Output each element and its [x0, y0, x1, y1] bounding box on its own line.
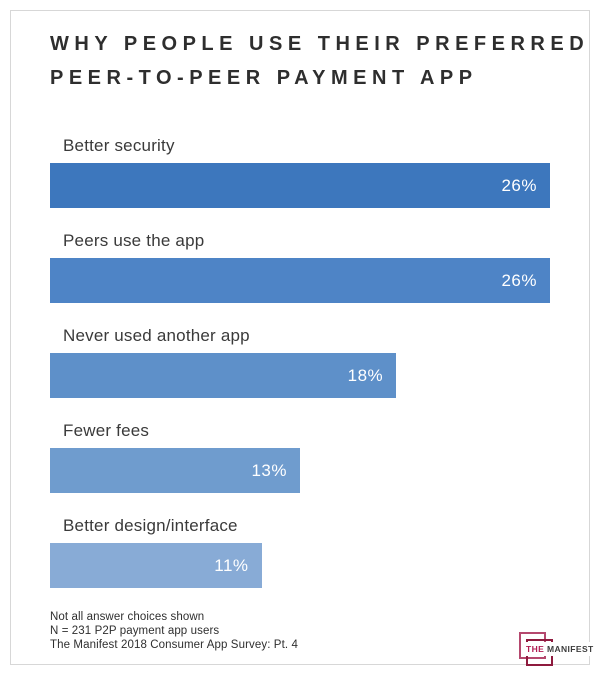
bar-rows: Better security 26% Peers use the app 26…: [50, 135, 550, 588]
chart-title: WHY PEOPLE USE THEIR PREFERRED PEER-TO-P…: [50, 27, 589, 95]
bar-value-label: 18%: [347, 365, 384, 385]
bar-value-label: 11%: [214, 555, 249, 575]
bar: 26%: [50, 258, 550, 303]
bar: 18%: [50, 353, 397, 398]
bar-chart: Better security 26% Peers use the app 26…: [50, 135, 550, 610]
logo-word-manifest: MANIFEST: [546, 644, 594, 654]
chart-row: Better security 26%: [50, 135, 550, 208]
chart-title-line1: WHY PEOPLE USE THEIR PREFERRED: [50, 33, 590, 55]
bar-category-label: Better design/interface: [63, 516, 238, 535]
bar-value-label: 26%: [501, 175, 537, 195]
footnote-source: The Manifest 2018 Consumer App Survey: P…: [50, 638, 298, 651]
chart-title-line2: PEER-TO-PEER PAYMENT APP: [50, 67, 478, 89]
bar-category-label: Fewer fees: [63, 421, 150, 440]
bar: 26%: [50, 163, 550, 208]
footnotes: Not all answer choices shown N = 231 P2P…: [50, 611, 298, 652]
footnote-answer-choices: Not all answer choices shown: [50, 611, 205, 623]
chart-row: Better design/interface 11%: [50, 515, 550, 588]
manifest-logo: THE MANIFEST: [516, 629, 596, 669]
bar: 13%: [50, 448, 300, 493]
logo-text: THE MANIFEST: [523, 642, 596, 656]
chart-row: Peers use the app 26%: [50, 230, 550, 303]
logo-word-the: THE: [526, 644, 545, 654]
footnote-sample-size: N = 231 P2P payment app users: [50, 624, 220, 637]
bar: 11%: [50, 543, 262, 588]
bar-value-label: 26%: [501, 270, 537, 290]
bar-category-label: Peers use the app: [63, 231, 205, 250]
chart-row: Fewer fees 13%: [50, 420, 550, 493]
bar-category-label: Better security: [63, 136, 175, 155]
chart-row: Never used another app 18%: [50, 325, 550, 398]
bar-category-label: Never used another app: [63, 326, 250, 345]
bar-value-label: 13%: [251, 460, 287, 480]
